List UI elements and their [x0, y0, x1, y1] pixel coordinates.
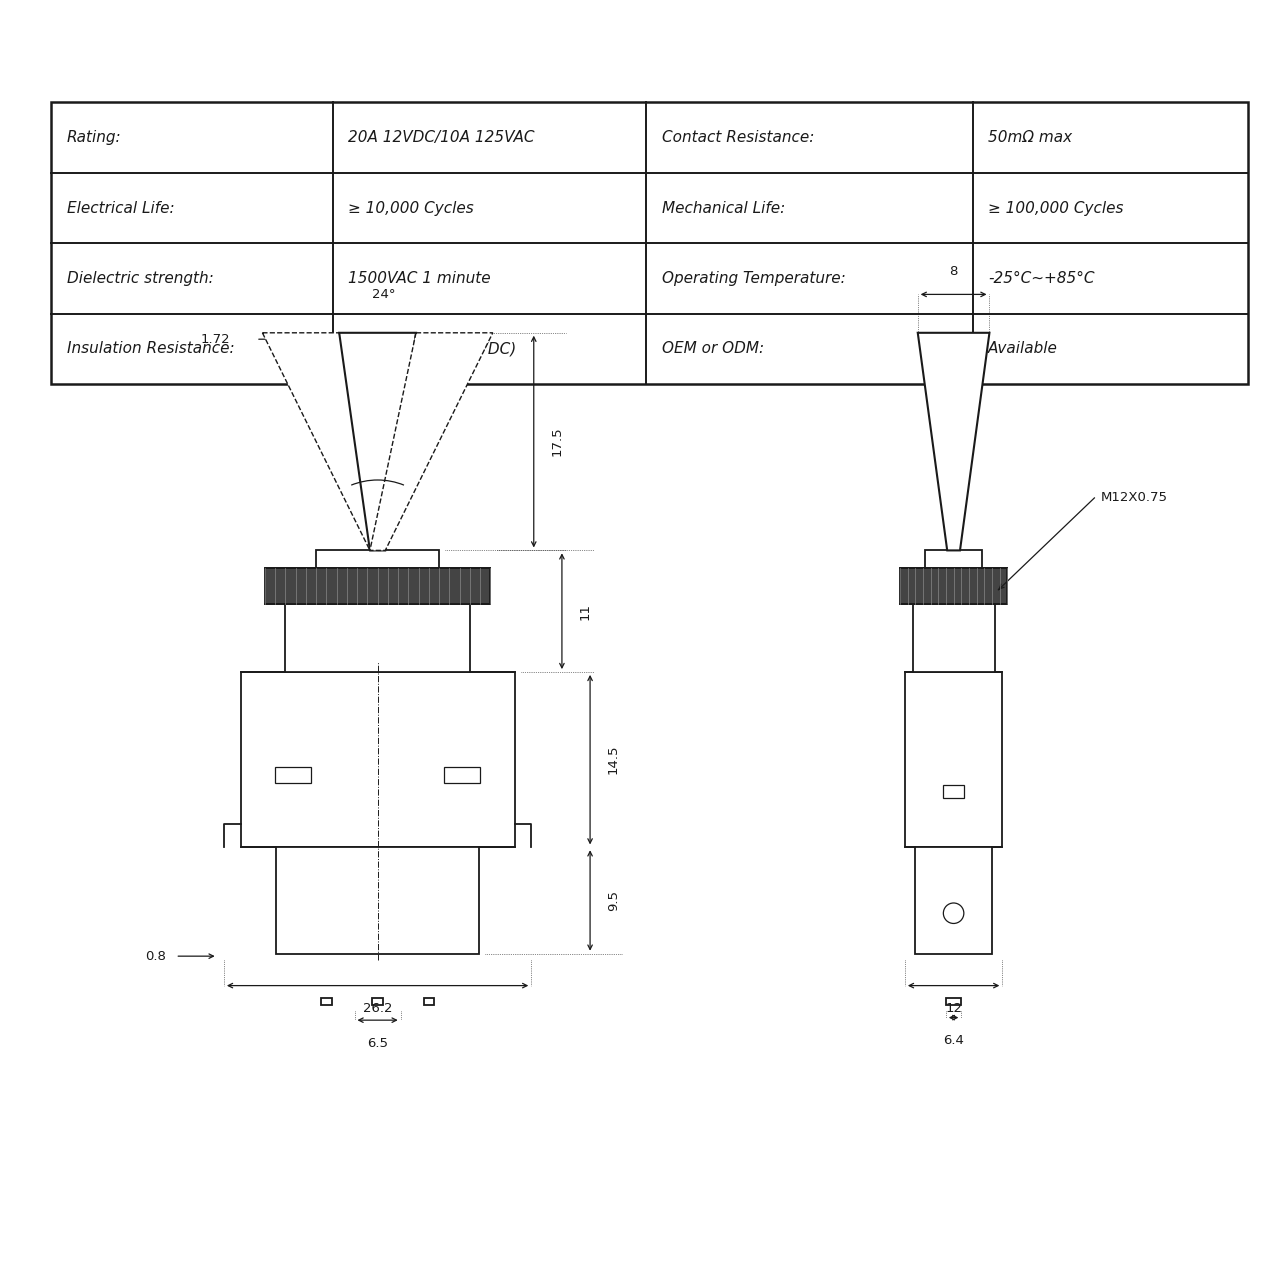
- Text: 11: 11: [579, 603, 591, 620]
- Text: 24°: 24°: [372, 288, 396, 301]
- Text: 1.72: 1.72: [201, 333, 230, 346]
- Text: 1500VAC 1 minute: 1500VAC 1 minute: [348, 271, 490, 285]
- Text: 9.5: 9.5: [607, 890, 620, 911]
- Text: Rating:: Rating:: [67, 131, 122, 145]
- Text: 50mΩ max: 50mΩ max: [988, 131, 1073, 145]
- Bar: [444, 767, 480, 783]
- Text: 17.5: 17.5: [550, 426, 563, 457]
- Text: Insulation Resistance:: Insulation Resistance:: [67, 342, 234, 356]
- Text: M12X0.75: M12X0.75: [1101, 492, 1167, 504]
- Bar: [372, 998, 383, 1005]
- Bar: [925, 550, 982, 568]
- Bar: [265, 568, 490, 604]
- Bar: [321, 998, 332, 1005]
- Text: OEM or ODM:: OEM or ODM:: [662, 342, 764, 356]
- Text: 20A 12VDC/10A 125VAC: 20A 12VDC/10A 125VAC: [348, 131, 535, 145]
- Text: Mechanical Life:: Mechanical Life:: [662, 201, 785, 215]
- Text: ≥ 10,000 Cycles: ≥ 10,000 Cycles: [348, 201, 474, 215]
- Text: Operating Temperature:: Operating Temperature:: [662, 271, 846, 285]
- Text: 100mΩ min (500VDC): 100mΩ min (500VDC): [348, 342, 516, 356]
- Text: Electrical Life:: Electrical Life:: [67, 201, 174, 215]
- Bar: [424, 998, 434, 1005]
- Text: 0.8: 0.8: [146, 950, 166, 963]
- Bar: [913, 604, 995, 672]
- Text: 26.2: 26.2: [362, 1002, 393, 1015]
- Bar: [946, 998, 961, 1005]
- Text: Contact Resistance:: Contact Resistance:: [662, 131, 814, 145]
- Polygon shape: [339, 333, 416, 550]
- Bar: [275, 767, 311, 783]
- Bar: [905, 672, 1002, 847]
- Bar: [276, 847, 479, 954]
- Bar: [285, 604, 470, 672]
- Text: 6.5: 6.5: [367, 1037, 388, 1050]
- Text: 12: 12: [945, 1002, 963, 1015]
- Text: ≥ 100,000 Cycles: ≥ 100,000 Cycles: [988, 201, 1124, 215]
- Text: Available: Available: [988, 342, 1059, 356]
- Text: 6.4: 6.4: [943, 1034, 964, 1047]
- Bar: [51, 102, 1248, 384]
- Bar: [900, 568, 1007, 604]
- Bar: [241, 672, 515, 847]
- Polygon shape: [370, 333, 493, 550]
- Bar: [915, 847, 992, 954]
- Bar: [943, 786, 964, 799]
- Polygon shape: [262, 333, 385, 550]
- Polygon shape: [918, 333, 989, 550]
- Text: Dielectric strength:: Dielectric strength:: [67, 271, 214, 285]
- Text: -25°C~+85°C: -25°C~+85°C: [988, 271, 1094, 285]
- Bar: [316, 550, 439, 568]
- Text: 14.5: 14.5: [607, 745, 620, 774]
- Text: 8: 8: [950, 265, 957, 278]
- Circle shape: [943, 902, 964, 923]
